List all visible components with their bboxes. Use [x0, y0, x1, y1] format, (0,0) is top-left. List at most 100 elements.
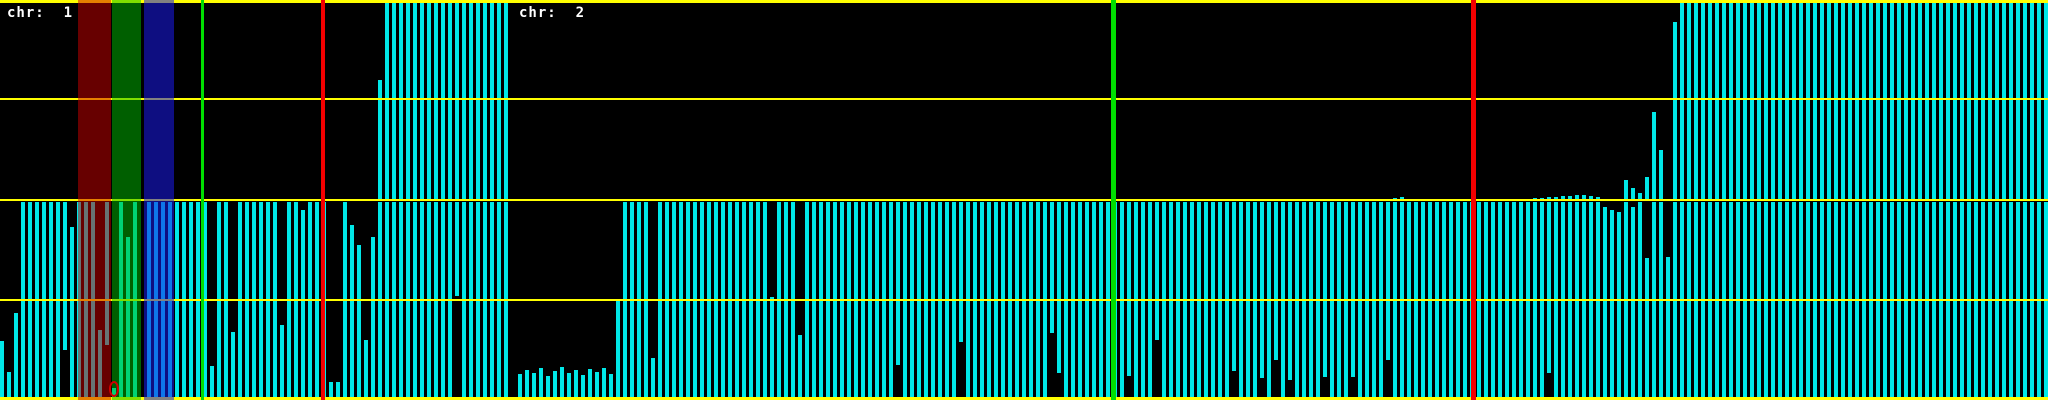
coverage-bar [63, 202, 67, 350]
chr1-panel-label: chr: 1 [7, 5, 74, 21]
coverage-bar [1232, 202, 1236, 371]
coverage-bar [371, 237, 375, 398]
coverage-bar [1155, 202, 1159, 340]
chr1-green-marker-line [201, 0, 204, 400]
coverage-bar [1771, 2, 1775, 200]
coverage-bar [2044, 2, 2048, 200]
coverage-bar [2030, 2, 2034, 200]
coverage-bar [1624, 180, 1628, 200]
coverage-bar [210, 366, 214, 398]
coverage-bar [616, 300, 620, 398]
coverage-bar [1722, 2, 1726, 200]
coverage-bar [1897, 2, 1901, 200]
coverage-bar [448, 2, 452, 200]
coverage-bar [70, 227, 74, 398]
coverage-bar [1659, 150, 1663, 200]
coverage-bar [1673, 22, 1677, 200]
coverage-bar [455, 202, 459, 296]
coverage-bar [539, 368, 543, 398]
coverage-bar [567, 373, 571, 398]
coverage-bar [413, 2, 417, 200]
coverage-bar [532, 373, 536, 398]
coverage-bar [1274, 202, 1278, 360]
coverage-bar [1701, 2, 1705, 200]
coverage-bar [1127, 202, 1131, 376]
coverage-bar [469, 2, 473, 200]
coverage-bar [896, 202, 900, 365]
coverage-bar [399, 2, 403, 200]
coverage-bar [1645, 177, 1649, 200]
coverage-bar [1792, 2, 1796, 200]
coverage-bar [651, 358, 655, 398]
coverage-bar [1631, 207, 1635, 398]
coverage-bar [329, 382, 333, 398]
coverage-bar [364, 340, 368, 398]
coverage-bar [1869, 2, 1873, 200]
gridline [0, 0, 2048, 3]
coverage-bar [385, 2, 389, 200]
gridline [0, 199, 2048, 201]
coverage-bar [1638, 193, 1642, 200]
coverage-bar [1932, 2, 1936, 200]
coverage-bar [350, 225, 354, 398]
coverage-bar [1351, 202, 1355, 377]
coverage-bar [280, 325, 284, 398]
coverage-bar [2016, 2, 2020, 200]
coverage-bar [1400, 197, 1404, 200]
coverage-bar [434, 2, 438, 200]
coverage-bar [105, 202, 109, 345]
coverage-bar [560, 367, 564, 398]
coverage-bar [14, 313, 18, 398]
coverage-bar [1386, 202, 1390, 360]
coverage-bar [483, 2, 487, 200]
coverage-bar [1841, 2, 1845, 200]
coverage-bar [2002, 2, 2006, 200]
coverage-bar [1813, 2, 1817, 200]
coverage-bar [301, 210, 305, 398]
coverage-bar [1967, 2, 1971, 200]
coverage-bar [1890, 2, 1894, 200]
coverage-bar [1582, 195, 1586, 200]
coverage-bar [1988, 2, 1992, 200]
coverage-bar [378, 80, 382, 200]
coverage-bar [1750, 2, 1754, 200]
coverage-bar [1918, 2, 1922, 200]
coverage-bar [336, 382, 340, 398]
coverage-bar [525, 370, 529, 398]
coverage-bar [1568, 196, 1572, 200]
coverage-bar [392, 2, 396, 200]
coverage-bar [1848, 2, 1852, 200]
coverage-bar [1057, 202, 1061, 373]
coverage-bar [1729, 2, 1733, 200]
coverage-bar [7, 372, 11, 398]
coverage-bar [1715, 2, 1719, 200]
coverage-bar [1995, 2, 1999, 200]
coverage-bar [1827, 2, 1831, 200]
coverage-bar [1554, 197, 1558, 200]
coverage-bar [1981, 2, 1985, 200]
coverage-bar [602, 368, 606, 398]
coverage-bar [455, 2, 459, 200]
coverage-bar [1953, 2, 1957, 200]
chr2-green-marker-line [1111, 0, 1116, 400]
coverage-bar [126, 237, 130, 398]
coverage-bar [609, 374, 613, 398]
coverage-bar [1974, 2, 1978, 200]
coverage-bar [406, 2, 410, 200]
coverage-bar [1904, 2, 1908, 200]
coverage-bar [1946, 2, 1950, 200]
coverage-bar [1680, 2, 1684, 200]
coverage-bar [1323, 202, 1327, 377]
coverage-bar [1876, 2, 1880, 200]
coverage-bar [1603, 207, 1607, 398]
chr2-red-marker-line [1471, 0, 1476, 400]
coverage-bar [231, 332, 235, 398]
coverage-bar [1778, 2, 1782, 200]
coverage-bar [1610, 210, 1614, 398]
coverage-bar [1687, 2, 1691, 200]
coverage-bar [1547, 197, 1551, 200]
coverage-bar [441, 2, 445, 200]
coverage-bar [1288, 202, 1292, 380]
coverage-bar [497, 2, 501, 200]
